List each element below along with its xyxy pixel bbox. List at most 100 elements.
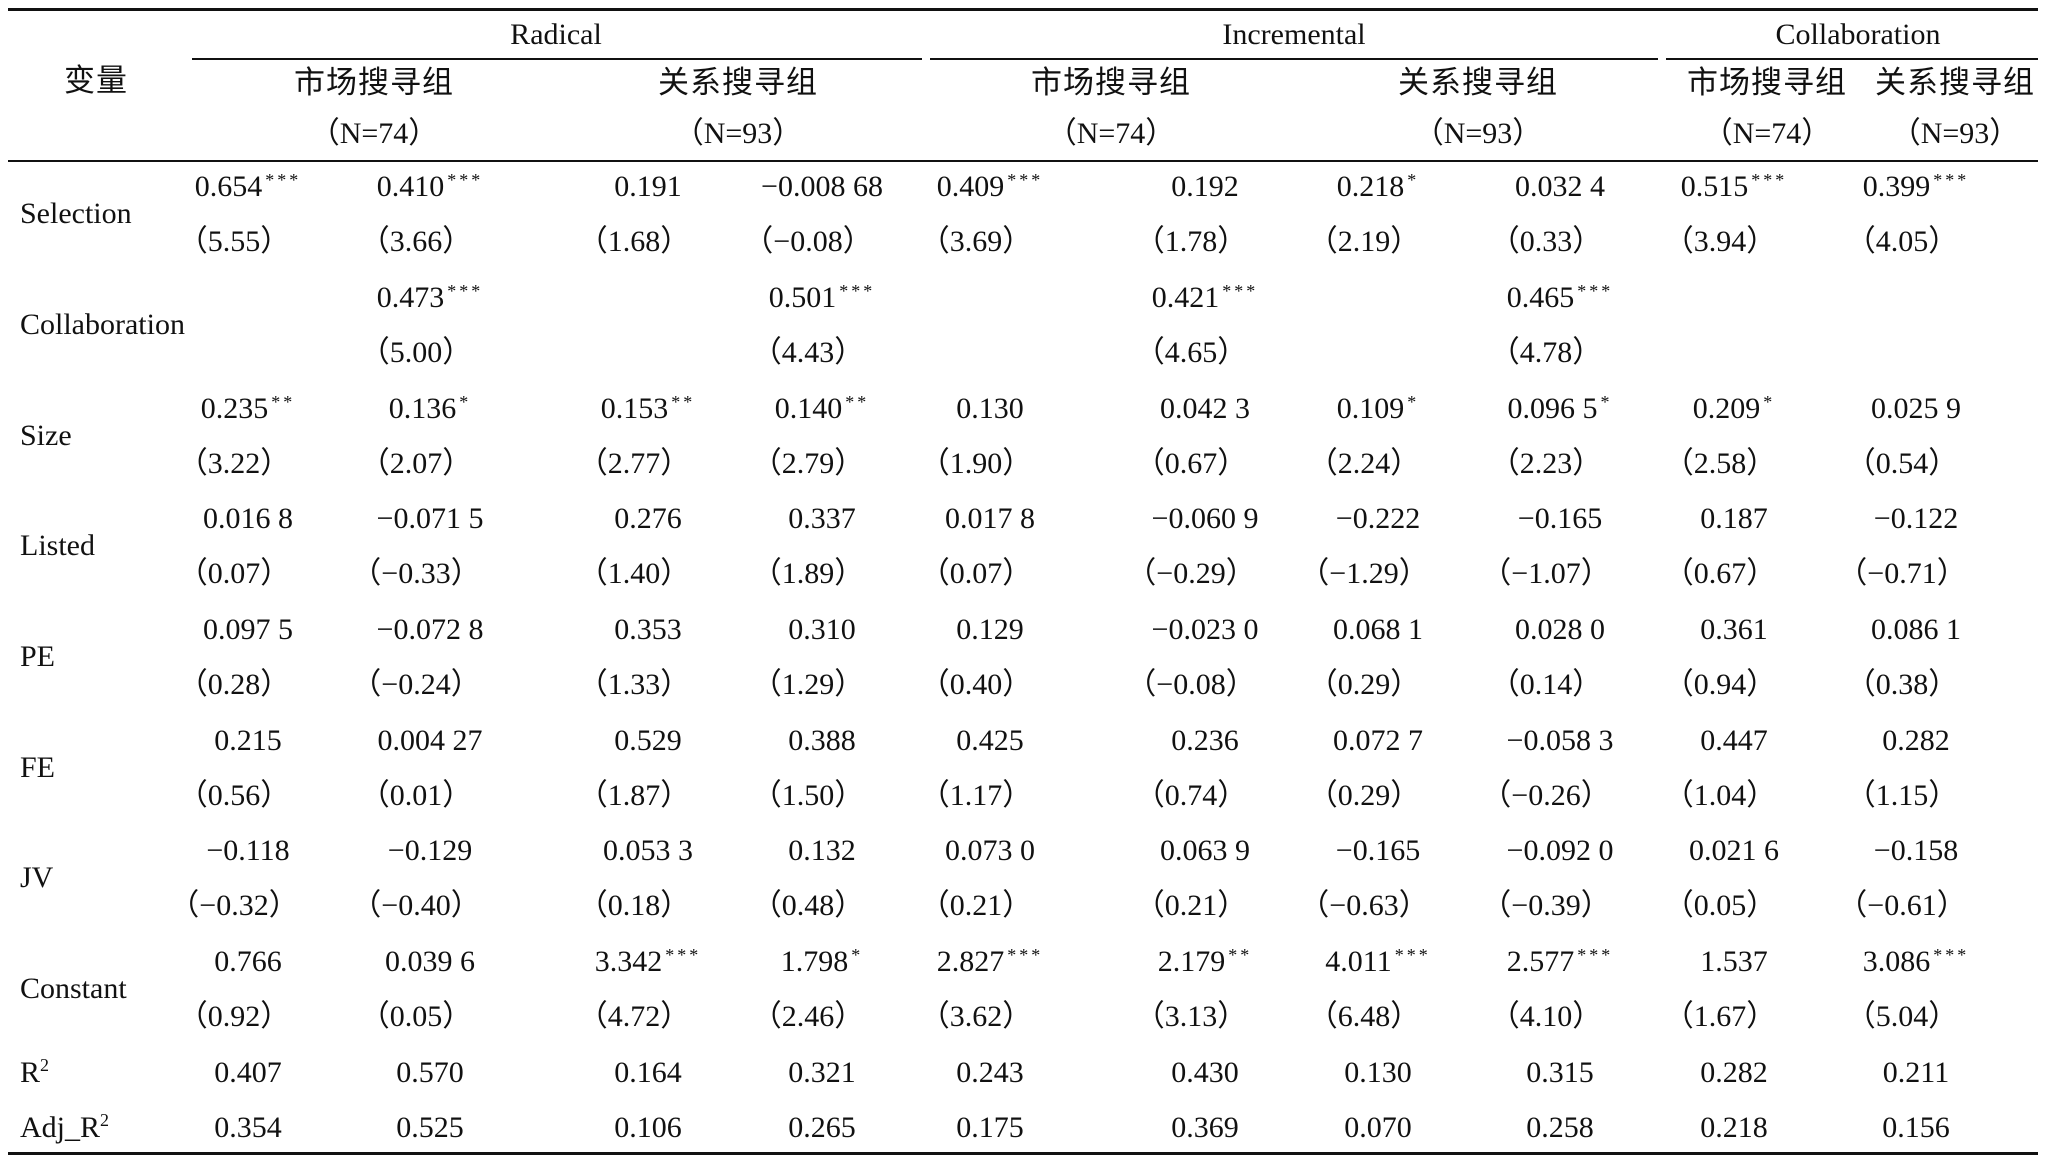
coef-cell: 0.053 3: [603, 836, 693, 866]
t-stat-cell: （−0.26）: [1481, 779, 1611, 812]
group-header-incremental: Incremental: [1222, 18, 1366, 51]
t-stat-cell: （6.48）: [1307, 1000, 1421, 1033]
t-stat-cell: （0.67）: [1134, 447, 1248, 480]
significance-stars: ***: [1933, 170, 1970, 190]
coef-value: 0.016 8: [203, 502, 293, 535]
stat-value: 0.570: [396, 1056, 464, 1089]
t-stat-cell: （0.92）: [177, 1000, 291, 1033]
coef-value: 3.342: [594, 945, 663, 978]
stat-label: R2: [20, 1055, 50, 1088]
significance-stars: *: [1407, 170, 1420, 190]
coef-value: 0.191: [614, 170, 682, 203]
t-stat-cell: （0.07）: [177, 557, 291, 590]
coef-value: 0.310: [788, 613, 856, 646]
t-stat-cell: （1.04）: [1663, 779, 1777, 812]
coef-cell: 0.209 *: [1693, 392, 1776, 424]
coef-cell: 2.577 ***: [1507, 945, 1614, 977]
stat-value: 0.430: [1171, 1056, 1239, 1089]
coef-value: 0.465: [1506, 281, 1575, 314]
group-underline-collaboration: [1666, 58, 2038, 60]
coef-value: 0.337: [788, 502, 856, 535]
t-stat-cell: （2.79）: [751, 447, 865, 480]
t-stat-cell: （0.67）: [1663, 557, 1777, 590]
top-rule: [8, 8, 2038, 11]
t-stat-cell: （0.40）: [919, 668, 1033, 701]
coef-value: 4.011: [1325, 945, 1392, 978]
coef-value: 0.042 3: [1160, 392, 1250, 425]
coef-value: −0.118: [206, 834, 290, 867]
coef-value: 0.136: [388, 392, 457, 425]
coef-cell: 0.072 7: [1333, 726, 1423, 756]
subgroup-label: 关系搜寻组: [1398, 65, 1558, 101]
coef-cell: −0.222: [1336, 504, 1420, 534]
significance-stars: ***: [1222, 281, 1259, 301]
stat-value: 0.369: [1171, 1111, 1239, 1144]
row-label: Collaboration: [20, 308, 185, 341]
coef-value: 0.192: [1171, 170, 1239, 203]
t-stat-cell: （2.24）: [1307, 447, 1421, 480]
group-header-collaboration: Collaboration: [1775, 18, 1941, 51]
coef-cell: 0.136 *: [388, 392, 472, 425]
coef-value: 0.473: [376, 281, 445, 314]
significance-stars: ***: [447, 170, 484, 190]
subgroup-label: 市场搜寻组: [1031, 65, 1191, 101]
coef-value: −0.072 8: [376, 613, 484, 646]
t-stat-cell: （5.55）: [177, 225, 291, 258]
coef-value: −0.092 0: [1506, 834, 1614, 867]
t-stat-cell: （4.65）: [1134, 336, 1248, 369]
subgroup-n: （N=74）: [1046, 117, 1176, 150]
significance-stars: **: [845, 392, 870, 412]
significance-stars: ***: [839, 281, 876, 301]
subgroup-n: （N=93）: [673, 117, 803, 150]
coef-cell: 0.218 *: [1337, 170, 1420, 202]
coef-cell: 0.465 ***: [1506, 281, 1614, 314]
coef-cell: 1.798 *: [780, 945, 864, 978]
row-label: JV: [20, 861, 54, 894]
t-stat-cell: （1.67）: [1663, 1000, 1777, 1033]
stat-value: 0.243: [956, 1056, 1024, 1089]
coef-cell: 0.276: [614, 504, 682, 534]
significance-stars: ***: [447, 281, 484, 301]
t-stat-cell: （−0.08）: [1126, 668, 1256, 701]
stat-value: 0.156: [1882, 1111, 1950, 1144]
t-stat-cell: （−0.29）: [1126, 557, 1256, 590]
stat-label-superscript: 2: [40, 1055, 50, 1075]
coef-value: −0.158: [1873, 834, 1959, 867]
coef-value: 1.537: [1700, 945, 1768, 978]
coef-cell: 0.501 ***: [768, 281, 876, 314]
coef-cell: 0.192: [1171, 172, 1239, 202]
significance-stars: ***: [1577, 945, 1614, 965]
group-underline-incremental: [930, 58, 1658, 60]
t-stat-cell: （0.28）: [177, 668, 291, 701]
coef-value: 0.654: [194, 170, 263, 203]
coef-cell: −0.165: [1518, 504, 1602, 534]
stat-value: 0.106: [614, 1111, 682, 1144]
coef-cell: 0.129: [956, 615, 1024, 645]
coef-cell: −0.118: [206, 836, 289, 866]
coef-value: 1.798: [780, 945, 849, 978]
t-stat-cell: （3.66）: [359, 225, 473, 258]
coef-cell: 0.073 0: [945, 836, 1035, 866]
subgroup-label: 市场搜寻组: [1687, 65, 1847, 101]
t-stat-cell: （1.78）: [1134, 225, 1248, 258]
coef-cell: 0.236: [1171, 726, 1239, 756]
t-stat-cell: （1.89）: [751, 557, 865, 590]
coef-value: 0.236: [1171, 724, 1239, 757]
group-header-radical: Radical: [510, 18, 602, 51]
t-stat-cell: （−1.29）: [1299, 557, 1429, 590]
coef-cell: −0.060 9: [1152, 504, 1259, 534]
coef-cell: −0.158: [1874, 836, 1958, 866]
t-stat-cell: （−0.33）: [351, 557, 481, 590]
t-stat-cell: （2.19）: [1307, 225, 1421, 258]
variable-header: 变量: [64, 63, 128, 99]
significance-stars: *: [1600, 392, 1613, 412]
significance-stars: *: [1763, 392, 1776, 412]
coef-cell: 0.028 0: [1515, 615, 1605, 645]
coef-value: 0.529: [614, 724, 682, 757]
coef-cell: 0.353: [614, 615, 682, 645]
coef-value: 0.501: [768, 281, 837, 314]
coef-cell: −0.129: [388, 836, 472, 866]
t-stat-cell: （3.22）: [177, 447, 291, 480]
t-stat-cell: （0.05）: [359, 1000, 473, 1033]
t-stat-cell: （0.29）: [1307, 779, 1421, 812]
